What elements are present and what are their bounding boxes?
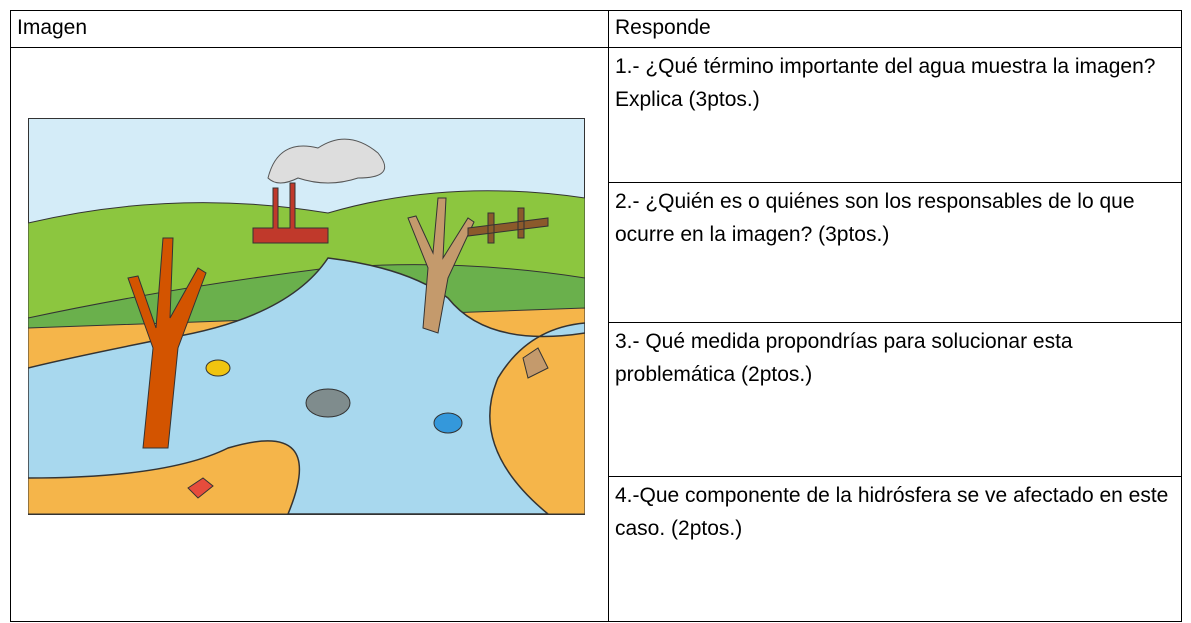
image-cell — [10, 47, 609, 622]
question-cell: 2.- ¿Quién es o quiénes son los responsa… — [608, 182, 1182, 323]
question-cell: 4.-Que componente de la hidrósfera se ve… — [608, 476, 1182, 622]
question-cell: 3.- Qué medida propondrías para solucion… — [608, 322, 1182, 477]
header-cell: Imagen — [10, 10, 609, 48]
polluted-river-illustration — [28, 118, 585, 515]
worksheet-table: Imagen Responde 1.- ¿Qué té — [10, 10, 1182, 622]
header-cell: Responde — [608, 10, 1182, 48]
question-cell: 1.- ¿Qué término importante del agua mue… — [608, 47, 1182, 183]
header-row: Imagen Responde — [10, 10, 1182, 48]
